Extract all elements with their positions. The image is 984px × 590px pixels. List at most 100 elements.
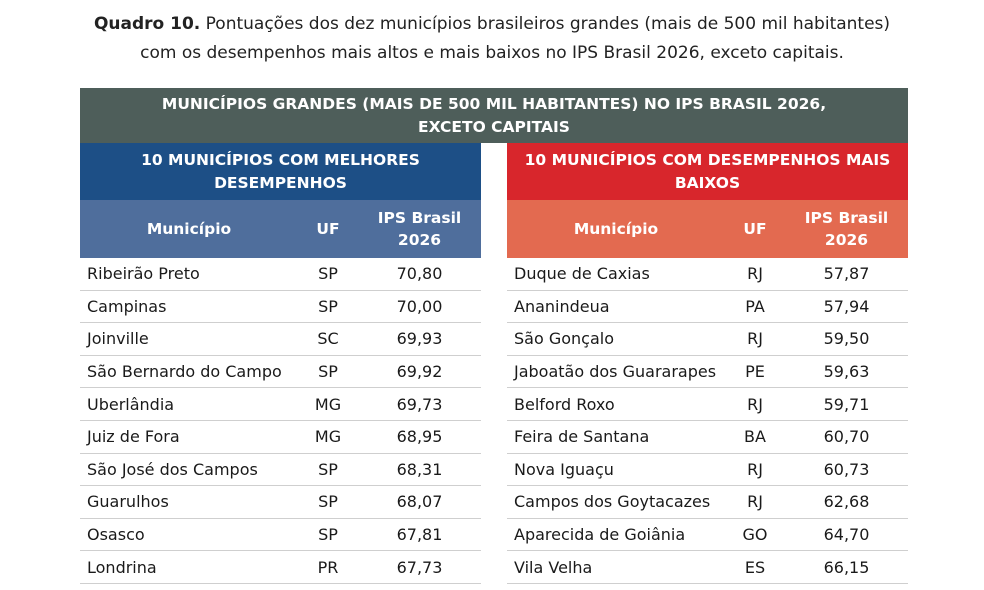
cell-municipio: Duque de Caxias xyxy=(514,264,650,284)
table-row: Osasco SP 67,81 xyxy=(80,519,481,552)
table-row: Ribeirão Preto SP 70,80 xyxy=(80,258,481,291)
cell-uf: RJ xyxy=(747,459,763,479)
cell-uf: SP xyxy=(318,362,338,382)
cell-uf: SP xyxy=(318,296,338,316)
cell-municipio: Ananindeua xyxy=(514,296,610,316)
caption-text-1: Pontuações dos dez municípios brasileiro… xyxy=(205,14,891,34)
cell-uf: SP xyxy=(318,492,338,512)
cell-ips: 59,63 xyxy=(823,362,870,382)
worst-table-body: Duque de Caxias RJ 57,87 Ananindeua PA 57,94… xyxy=(507,258,908,584)
cell-municipio: Jaboatão dos Guararapes xyxy=(514,362,717,382)
cell-uf: MG xyxy=(314,394,342,414)
best-table-body: Ribeirão Preto SP 70,80 Campinas SP 70,00 Jo… xyxy=(80,258,481,584)
best-header-line-2: DESEMPENHOS xyxy=(214,173,347,192)
column-header-ips-line-1: IPS Brasil xyxy=(377,209,462,227)
cell-ips: 70,00 xyxy=(396,296,443,316)
cell-municipio: Campos dos Goytacazes xyxy=(514,492,711,512)
table-caption: Quadro 10. Pontuações dos dez municípios… xyxy=(0,10,984,68)
cell-uf: SP xyxy=(318,525,338,545)
table-row: Londrina PR 67,73 xyxy=(80,551,481,584)
cell-uf: BA xyxy=(744,427,766,447)
cell-municipio: Londrina xyxy=(87,557,157,577)
column-header-ips-line-2: 2026 xyxy=(397,231,442,249)
table-row: Campinas SP 70,00 xyxy=(80,291,481,324)
table-row: São Gonçalo RJ 59,50 xyxy=(507,323,908,356)
cell-ips: 59,71 xyxy=(823,394,870,414)
table-row: Joinville SC 69,93 xyxy=(80,323,481,356)
cell-ips: 66,15 xyxy=(823,557,870,577)
column-header-ips-line-2: 2026 xyxy=(824,231,869,249)
cell-uf: RJ xyxy=(747,492,763,512)
cell-ips: 60,73 xyxy=(823,459,870,479)
cell-municipio: Ribeirão Preto xyxy=(87,264,200,284)
cell-municipio: São José dos Campos xyxy=(87,459,258,479)
cell-municipio: Uberlândia xyxy=(87,394,175,414)
table-row: Jaboatão dos Guararapes PE 59,63 xyxy=(507,356,908,389)
best-section-header: 10 MUNICÍPIOS COM MELHORES DESEMPENHOS xyxy=(80,143,481,200)
column-header-municipio: Município xyxy=(573,220,659,238)
column-header-ips-line-1: IPS Brasil xyxy=(804,209,889,227)
worst-header-line-1: 10 MUNICÍPIOS COM DESEMPENHOS MAIS xyxy=(524,150,891,169)
main-header-line-1: MUNICÍPIOS GRANDES (MAIS DE 500 MIL HABI… xyxy=(161,94,827,113)
cell-ips: 57,87 xyxy=(823,264,870,284)
cell-ips: 57,94 xyxy=(823,296,870,316)
cell-uf: PR xyxy=(317,557,339,577)
table-row: Ananindeua PA 57,94 xyxy=(507,291,908,324)
cell-uf: SP xyxy=(318,459,338,479)
cell-municipio: Guarulhos xyxy=(87,492,169,512)
cell-uf: RJ xyxy=(747,264,763,284)
column-header-municipio: Município xyxy=(146,220,232,238)
cell-ips: 60,70 xyxy=(823,427,870,447)
column-header-ips: IPS Brasil 2026 xyxy=(785,200,908,258)
cell-municipio: Campinas xyxy=(87,296,167,316)
main-header-line-2: EXCETO CAPITAIS xyxy=(418,117,570,136)
cell-ips: 69,93 xyxy=(396,329,443,349)
column-header-uf: UF xyxy=(316,220,340,238)
cell-municipio: São Gonçalo xyxy=(514,329,614,349)
cell-uf: PA xyxy=(745,296,765,316)
best-header-line-1: 10 MUNICÍPIOS COM MELHORES xyxy=(141,150,420,169)
cell-ips: 64,70 xyxy=(823,525,870,545)
worst-header-line-2: BAIXOS xyxy=(674,173,741,192)
cell-ips: 69,73 xyxy=(396,394,443,414)
cell-municipio: Feira de Santana xyxy=(514,427,650,447)
worst-section-header: 10 MUNICÍPIOS COM DESEMPENHOS MAIS BAIXO… xyxy=(507,143,908,200)
cell-ips: 62,68 xyxy=(823,492,870,512)
caption-text-2: com os desempenhos mais altos e mais bai… xyxy=(140,43,844,63)
column-header-ips: IPS Brasil 2026 xyxy=(358,200,481,258)
cell-municipio: Joinville xyxy=(87,329,149,349)
cell-uf: SP xyxy=(318,264,338,284)
cell-uf: RJ xyxy=(747,329,763,349)
worst-column-headers: Município UF IPS Brasil 2026 xyxy=(507,200,908,258)
cell-municipio: Nova Iguaçu xyxy=(514,459,614,479)
cell-municipio: São Bernardo do Campo xyxy=(87,362,282,382)
table-row: Juiz de Fora MG 68,95 xyxy=(80,421,481,454)
table-row: Belford Roxo RJ 59,71 xyxy=(507,388,908,421)
cell-municipio: Belford Roxo xyxy=(514,394,615,414)
cell-ips: 68,95 xyxy=(396,427,443,447)
table-row: São Bernardo do Campo SP 69,92 xyxy=(80,356,481,389)
table-row: São José dos Campos SP 68,31 xyxy=(80,454,481,487)
caption-label: Quadro 10. xyxy=(93,14,201,34)
cell-municipio: Juiz de Fora xyxy=(87,427,180,447)
cell-ips: 68,07 xyxy=(396,492,443,512)
cell-uf: MG xyxy=(314,427,342,447)
cell-ips: 67,81 xyxy=(396,525,443,545)
table-main-header: MUNICÍPIOS GRANDES (MAIS DE 500 MIL HABI… xyxy=(80,88,908,143)
cell-municipio: Vila Velha xyxy=(514,557,593,577)
table-row: Aparecida de Goiânia GO 64,70 xyxy=(507,519,908,552)
cell-ips: 59,50 xyxy=(823,329,870,349)
cell-municipio: Osasco xyxy=(87,525,145,545)
column-header-uf: UF xyxy=(743,220,767,238)
cell-uf: ES xyxy=(744,557,766,577)
cell-ips: 68,31 xyxy=(396,459,443,479)
caption-line-1: Quadro 10. Pontuações dos dez municípios… xyxy=(0,10,984,39)
table-row: Duque de Caxias RJ 57,87 xyxy=(507,258,908,291)
table-row: Nova Iguaçu RJ 60,73 xyxy=(507,454,908,487)
cell-ips: 70,80 xyxy=(396,264,443,284)
table-row: Campos dos Goytacazes RJ 62,68 xyxy=(507,486,908,519)
best-column-headers: Município UF IPS Brasil 2026 xyxy=(80,200,481,258)
cell-municipio: Aparecida de Goiânia xyxy=(514,525,686,545)
cell-uf: GO xyxy=(742,525,768,545)
cell-uf: PE xyxy=(745,362,765,382)
